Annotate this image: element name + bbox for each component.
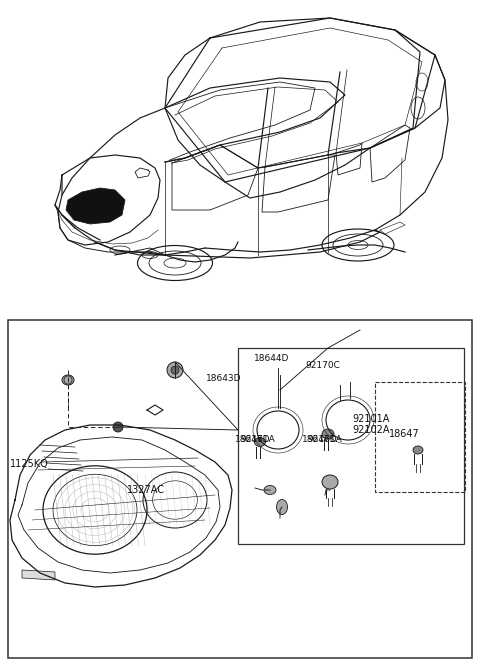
Polygon shape [66,188,125,224]
Text: 18647: 18647 [389,429,420,438]
Bar [375,382,465,492]
Text: 18644D: 18644D [254,354,290,362]
Text: 18647D: 18647D [235,435,271,444]
Text: 92161A: 92161A [240,435,275,444]
Bar [8,320,472,658]
Bar [238,348,464,544]
Text: 1327AC: 1327AC [127,486,165,495]
Text: 18647D: 18647D [302,435,338,444]
Text: 92101A
92102A: 92101A 92102A [353,414,390,435]
Text: 92170C: 92170C [306,361,341,370]
Ellipse shape [276,500,288,514]
Ellipse shape [254,438,265,446]
Text: 1125KQ: 1125KQ [10,459,48,468]
Ellipse shape [322,475,338,489]
Text: 92161A: 92161A [307,435,342,444]
Ellipse shape [322,429,334,439]
Circle shape [113,422,123,432]
Ellipse shape [413,446,423,454]
Ellipse shape [264,486,276,494]
Circle shape [171,366,179,374]
Text: 18643D: 18643D [206,374,242,384]
Ellipse shape [62,375,74,385]
Circle shape [167,362,183,378]
Polygon shape [22,570,55,580]
